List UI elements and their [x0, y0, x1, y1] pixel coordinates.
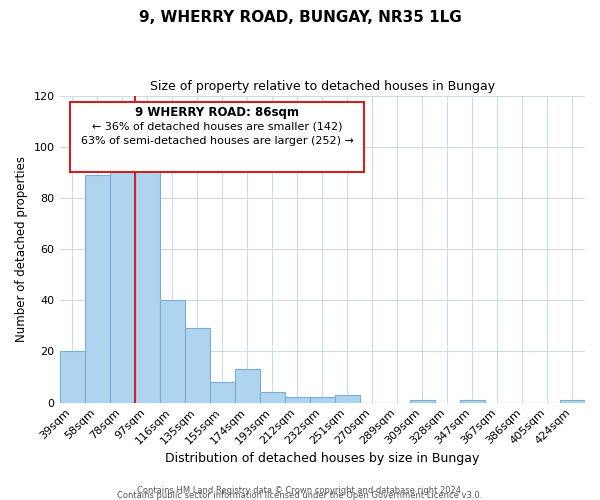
Bar [335, 395, 360, 402]
Y-axis label: Number of detached properties: Number of detached properties [15, 156, 28, 342]
Bar [160, 300, 185, 402]
Bar [209, 382, 235, 402]
Bar [285, 398, 310, 402]
Bar [310, 398, 335, 402]
Bar [260, 392, 285, 402]
Bar [235, 370, 260, 402]
Bar [460, 400, 485, 402]
Text: 9, WHERRY ROAD, BUNGAY, NR35 1LG: 9, WHERRY ROAD, BUNGAY, NR35 1LG [139, 10, 461, 25]
FancyBboxPatch shape [70, 102, 364, 172]
Text: Contains HM Land Registry data © Crown copyright and database right 2024.: Contains HM Land Registry data © Crown c… [137, 486, 463, 495]
Bar [410, 400, 435, 402]
Text: 63% of semi-detached houses are larger (252) →: 63% of semi-detached houses are larger (… [81, 136, 353, 146]
X-axis label: Distribution of detached houses by size in Bungay: Distribution of detached houses by size … [165, 452, 479, 465]
Text: Contains public sector information licensed under the Open Government Licence v3: Contains public sector information licen… [118, 491, 482, 500]
Bar [59, 352, 85, 403]
Text: ← 36% of detached houses are smaller (142): ← 36% of detached houses are smaller (14… [92, 122, 343, 132]
Bar [560, 400, 585, 402]
Bar [185, 328, 209, 402]
Bar [85, 175, 110, 402]
Bar [110, 160, 134, 402]
Bar [134, 164, 160, 402]
Text: 9 WHERRY ROAD: 86sqm: 9 WHERRY ROAD: 86sqm [135, 106, 299, 120]
Title: Size of property relative to detached houses in Bungay: Size of property relative to detached ho… [150, 80, 495, 93]
